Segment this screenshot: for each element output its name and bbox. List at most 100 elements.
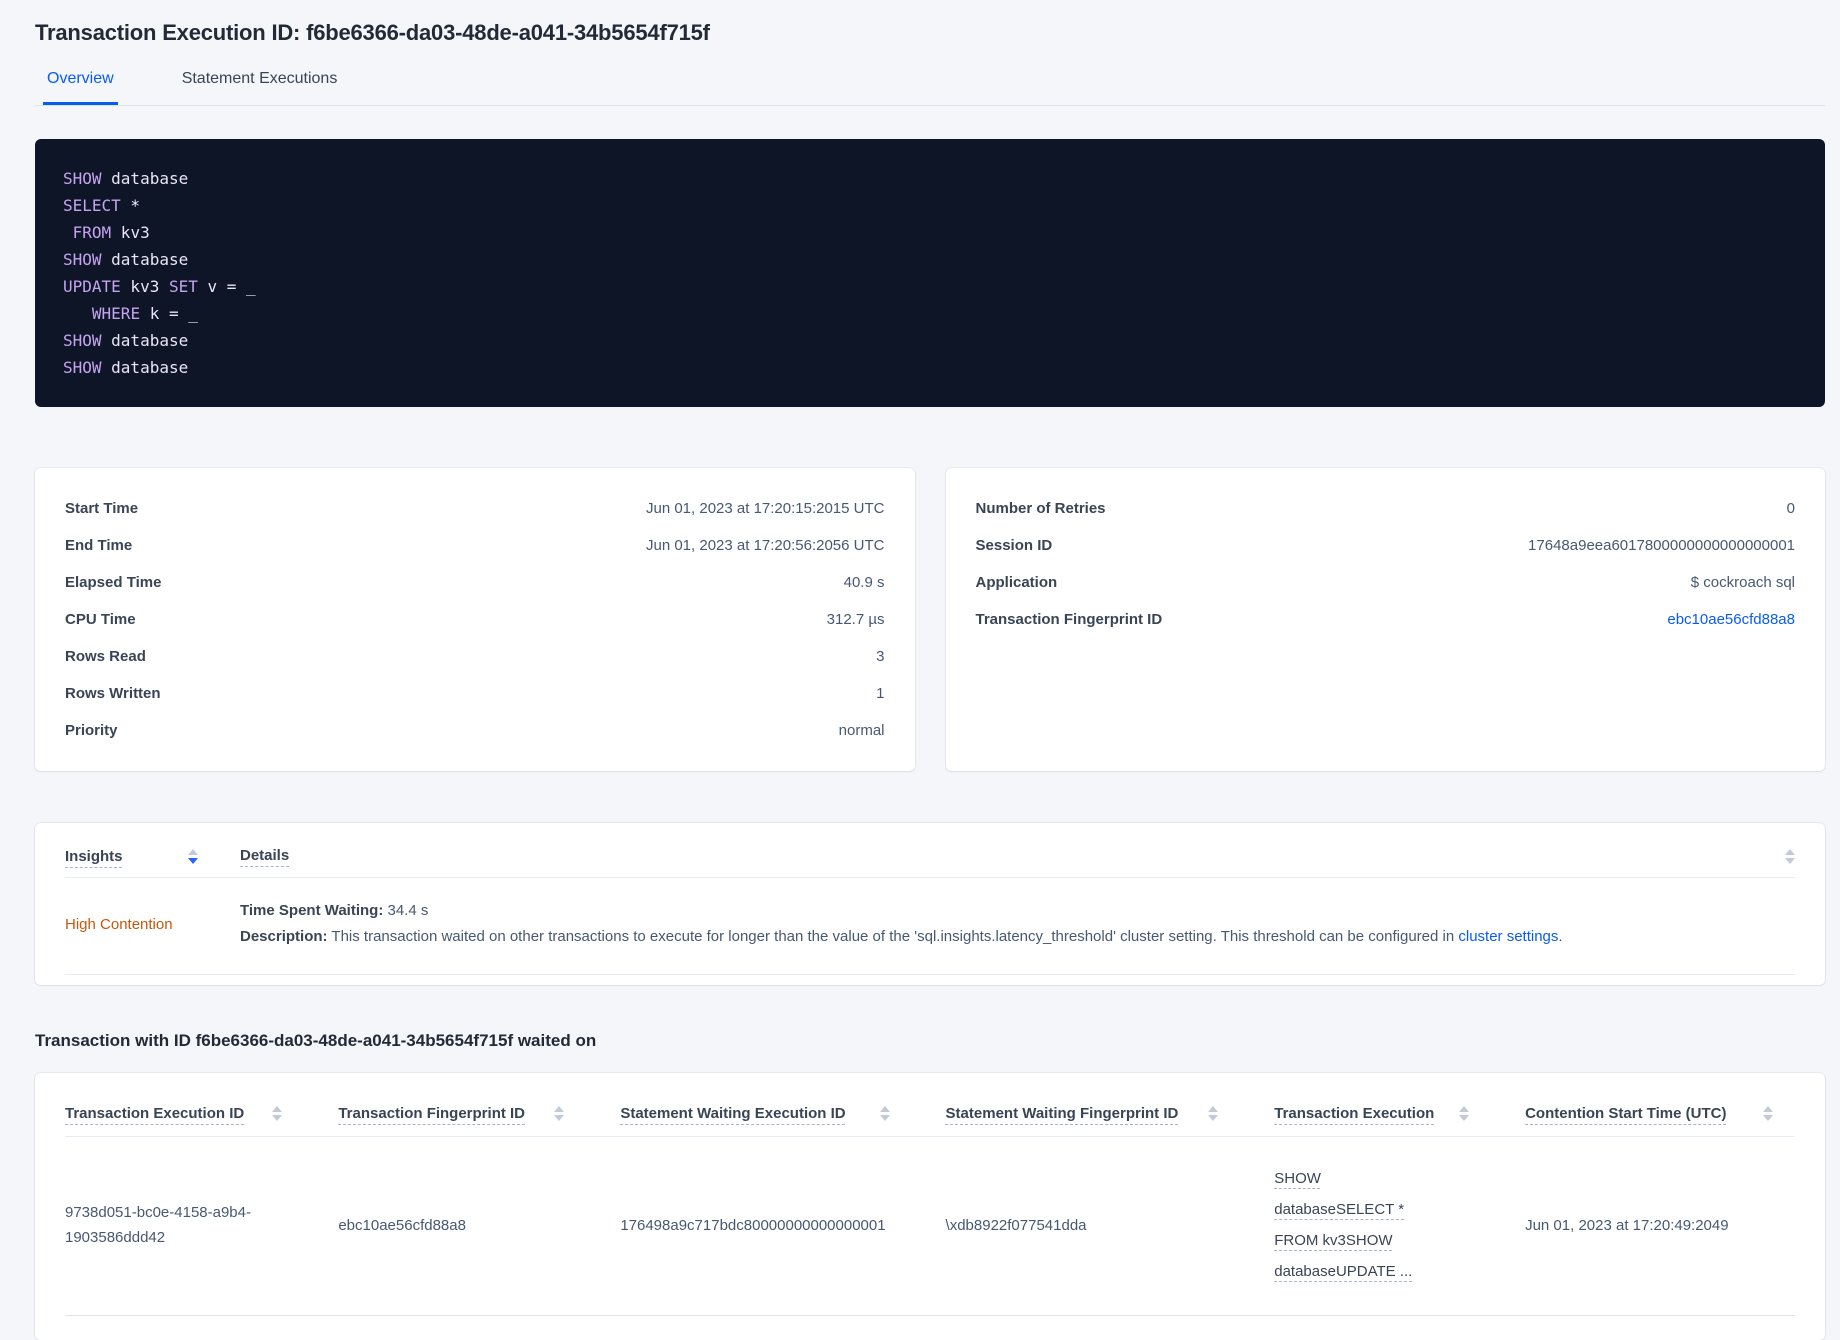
summary-label: Transaction Fingerprint ID [975, 611, 1163, 628]
tab-overview[interactable]: Overview [43, 70, 118, 105]
sql-line: SELECT * [63, 196, 141, 215]
summary-row: Application $ cockroach sql [976, 564, 1796, 601]
table-cell: 9738d051-bc0e-4158-a9b4-1903586ddd42 [65, 1200, 338, 1250]
waited-on-heading: Transaction with ID f6be6366-da03-48de-a… [35, 1031, 597, 1050]
summary-row: Rows Written 1 [65, 675, 885, 712]
description-text: This transaction waited on other transac… [327, 928, 1459, 945]
summary-value: 1 [876, 685, 885, 702]
cell-value: ebc10ae56cfd88a8 [338, 1216, 466, 1234]
summary-value: Jun 01, 2023 at 17:20:15:2015 UTC [645, 500, 885, 517]
waited-on-table: Transaction Execution ID Transaction Fing… [35, 1073, 1825, 1340]
summary-value: normal [838, 722, 885, 739]
cell-value: 176498a9c717bdc80000000000000001 [620, 1216, 886, 1234]
table-row: 9738d051-bc0e-4158-a9b4-1903586ddd42 ebc1… [65, 1137, 1795, 1316]
time-spent-waiting-value: 34.4 s [383, 902, 429, 919]
summary-card-left: Start Time Jun 01, 2023 at 17:20:15:2015 … [35, 468, 915, 771]
summary-label: Rows Read [65, 648, 146, 665]
sort-icon[interactable] [272, 1106, 283, 1121]
waited-table-body: 9738d051-bc0e-4158-a9b4-1903586ddd42 ebc1… [65, 1137, 1795, 1316]
sort-icon[interactable] [188, 848, 198, 864]
column-header-details[interactable]: Details [240, 847, 289, 865]
cell-value: Jun 01, 2023 at 17:20:49:2049 [1525, 1216, 1729, 1234]
summary-value: 312.7 µs [826, 611, 885, 628]
description-label: Description: [240, 928, 328, 945]
transaction-fingerprint-link[interactable]: ebc10ae56cfd88a8 [1667, 611, 1795, 628]
summary-label: End Time [65, 537, 133, 554]
summary-row: Transaction Fingerprint ID ebc10ae56cfd88… [976, 601, 1796, 638]
sql-line: FROM kv3 [72, 223, 150, 242]
summary-value: Jun 01, 2023 at 17:20:56:2056 UTC [645, 537, 885, 554]
column-label: Statement Waiting Fingerprint ID [945, 1105, 1179, 1122]
column-label: Contention Start Time (UTC) [1525, 1105, 1727, 1122]
column-header-statement-waiting-fingerprint-id[interactable]: Statement Waiting Fingerprint ID [946, 1105, 1275, 1122]
insights-card: Insights Details High Contention Time Sp… [35, 823, 1825, 985]
waited-table-header: Transaction Execution ID Transaction Fing… [65, 1093, 1795, 1137]
cell-value: \xdb8922f077541dda [945, 1216, 1087, 1234]
summary-row: End Time Jun 01, 2023 at 17:20:56:2056 UT… [65, 527, 885, 564]
summary-row: Session ID 17648a9eea60178000000000000000… [976, 527, 1796, 564]
insight-row: High Contention Time Spent Waiting: 34.4… [65, 878, 1795, 975]
summary-row: Elapsed Time 40.9 s [65, 564, 885, 601]
column-header-transaction-execution[interactable]: Transaction Execution [1274, 1105, 1525, 1122]
summary-label: Session ID [975, 537, 1053, 554]
sql-line: SHOW database [63, 331, 189, 350]
time-spent-waiting-line: Time Spent Waiting: 34.4 s [240, 898, 1795, 924]
summary-label: Application [975, 574, 1058, 591]
cell-value: 9738d051-bc0e-4158-a9b4-1903586ddd42 [65, 1204, 251, 1246]
sql-line: SHOW database [63, 169, 189, 188]
insights-table-header: Insights Details [65, 839, 1795, 878]
sort-icon[interactable] [1763, 1106, 1773, 1121]
transaction-execution-link[interactable]: SHOW databaseSELECT * FROM kv3SHOW datab… [1274, 1170, 1413, 1280]
table-cell: Jun 01, 2023 at 17:20:49:2049 [1525, 1213, 1795, 1238]
column-header-transaction-fingerprint-id[interactable]: Transaction Fingerprint ID [338, 1105, 620, 1122]
summary-label: Priority [65, 722, 118, 739]
details-column-label: Details [240, 847, 290, 864]
sort-icon[interactable] [1785, 848, 1795, 864]
summary-value: $ cockroach sql [1690, 574, 1795, 591]
cluster-settings-link[interactable]: cluster settings [1458, 928, 1559, 945]
sql-line: WHERE k = _ [91, 304, 198, 323]
table-cell: \xdb8922f077541dda [946, 1213, 1275, 1238]
description-period: . [1558, 928, 1563, 945]
summary-row: CPU Time 312.7 µs [65, 601, 885, 638]
insights-column-label: Insights [65, 847, 123, 865]
column-label: Transaction Execution [1274, 1105, 1435, 1122]
summary-label: Start Time [65, 500, 139, 517]
time-spent-waiting-label: Time Spent Waiting: [240, 902, 384, 919]
table-cell: ebc10ae56cfd88a8 [338, 1213, 620, 1238]
summary-label: Rows Written [65, 685, 161, 702]
sort-icon[interactable] [879, 1106, 890, 1121]
sort-icon[interactable] [1459, 1106, 1470, 1121]
sort-icon[interactable] [554, 1106, 565, 1121]
column-label: Transaction Execution ID [65, 1105, 245, 1122]
summary-label: Elapsed Time [65, 574, 162, 591]
column-label: Statement Waiting Execution ID [620, 1105, 846, 1122]
summary-value: 40.9 s [843, 574, 885, 591]
summary-label: Number of Retries [975, 500, 1106, 517]
table-cell: 176498a9c717bdc80000000000000001 [620, 1213, 945, 1238]
summary-row: Number of Retries 0 [976, 490, 1796, 527]
column-header-transaction-execution-id[interactable]: Transaction Execution ID [65, 1105, 338, 1122]
tab-bar: Overview Statement Executions [35, 70, 1825, 106]
summary-card-right: Number of Retries 0 Session ID 17648a9eea60… [945, 468, 1825, 771]
column-header-contention-start-time-utc[interactable]: Contention Start Time (UTC) [1525, 1105, 1795, 1122]
summary-card-right-rows: Number of Retries 0 Session ID 17648a9eea60… [976, 490, 1796, 638]
summary-row: Rows Read 3 [65, 638, 885, 675]
table-cell: SHOW databaseSELECT * FROM kv3SHOW datab… [1274, 1163, 1525, 1287]
tab-statement-executions[interactable]: Statement Executions [181, 70, 338, 87]
insight-details-cell: Time Spent Waiting: 34.4 s Description: … [240, 898, 1795, 950]
sql-box: SHOW database SELECT * FROM kv3 SHOW datab… [35, 139, 1825, 407]
summary-value: 3 [876, 648, 885, 665]
column-header-insights[interactable]: Insights [65, 848, 240, 865]
page-title: Transaction Execution ID: f6be6366-da03-… [35, 20, 710, 45]
summary-value: 0 [1786, 500, 1795, 517]
high-contention-label: High Contention [65, 915, 173, 933]
column-header-statement-waiting-execution-id[interactable]: Statement Waiting Execution ID [620, 1105, 945, 1122]
sql-line: SHOW database [63, 358, 189, 377]
summary-section: Start Time Jun 01, 2023 at 17:20:15:2015 … [35, 468, 1825, 771]
summary-card-left-rows: Start Time Jun 01, 2023 at 17:20:15:2015 … [65, 490, 885, 749]
summary-row: Priority normal [65, 712, 885, 749]
sort-icon[interactable] [1208, 1106, 1219, 1121]
summary-value: 17648a9eea6017800000000000000001 [1528, 537, 1795, 554]
